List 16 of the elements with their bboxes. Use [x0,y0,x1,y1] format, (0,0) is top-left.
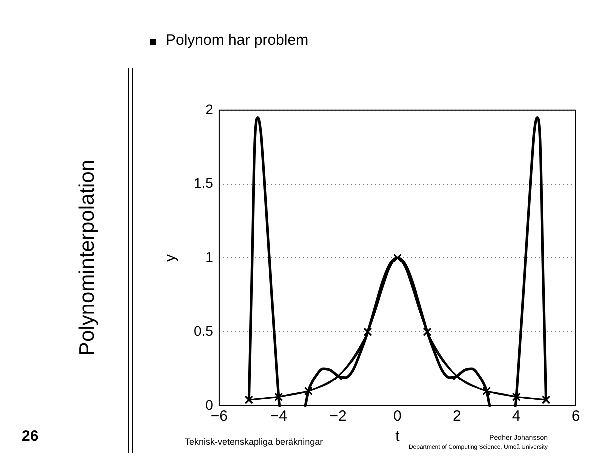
x-tick-label: 6 [572,408,580,426]
text: Teknisk-vetenskapliga beräkningar [185,436,324,448]
x-tick-label: −2 [330,408,347,426]
y-tick-label: 1.5 [194,175,214,192]
x-tick-label: 4 [512,408,521,426]
y-axis-title: y [162,254,180,262]
x-tick-label: −4 [270,408,288,426]
text: Polynominterpolation [76,160,100,356]
text: 26 [22,428,39,445]
chart-subtitle: Polynom har problem [166,32,309,49]
x-tick-label: 2 [452,408,462,426]
y-tick-label: 2 [206,101,214,118]
y-tick-label: 0.5 [194,322,214,339]
y-tick-label: 1 [206,249,214,266]
x-axis-title: t [396,428,401,446]
x-tick-label: 0 [394,408,402,426]
